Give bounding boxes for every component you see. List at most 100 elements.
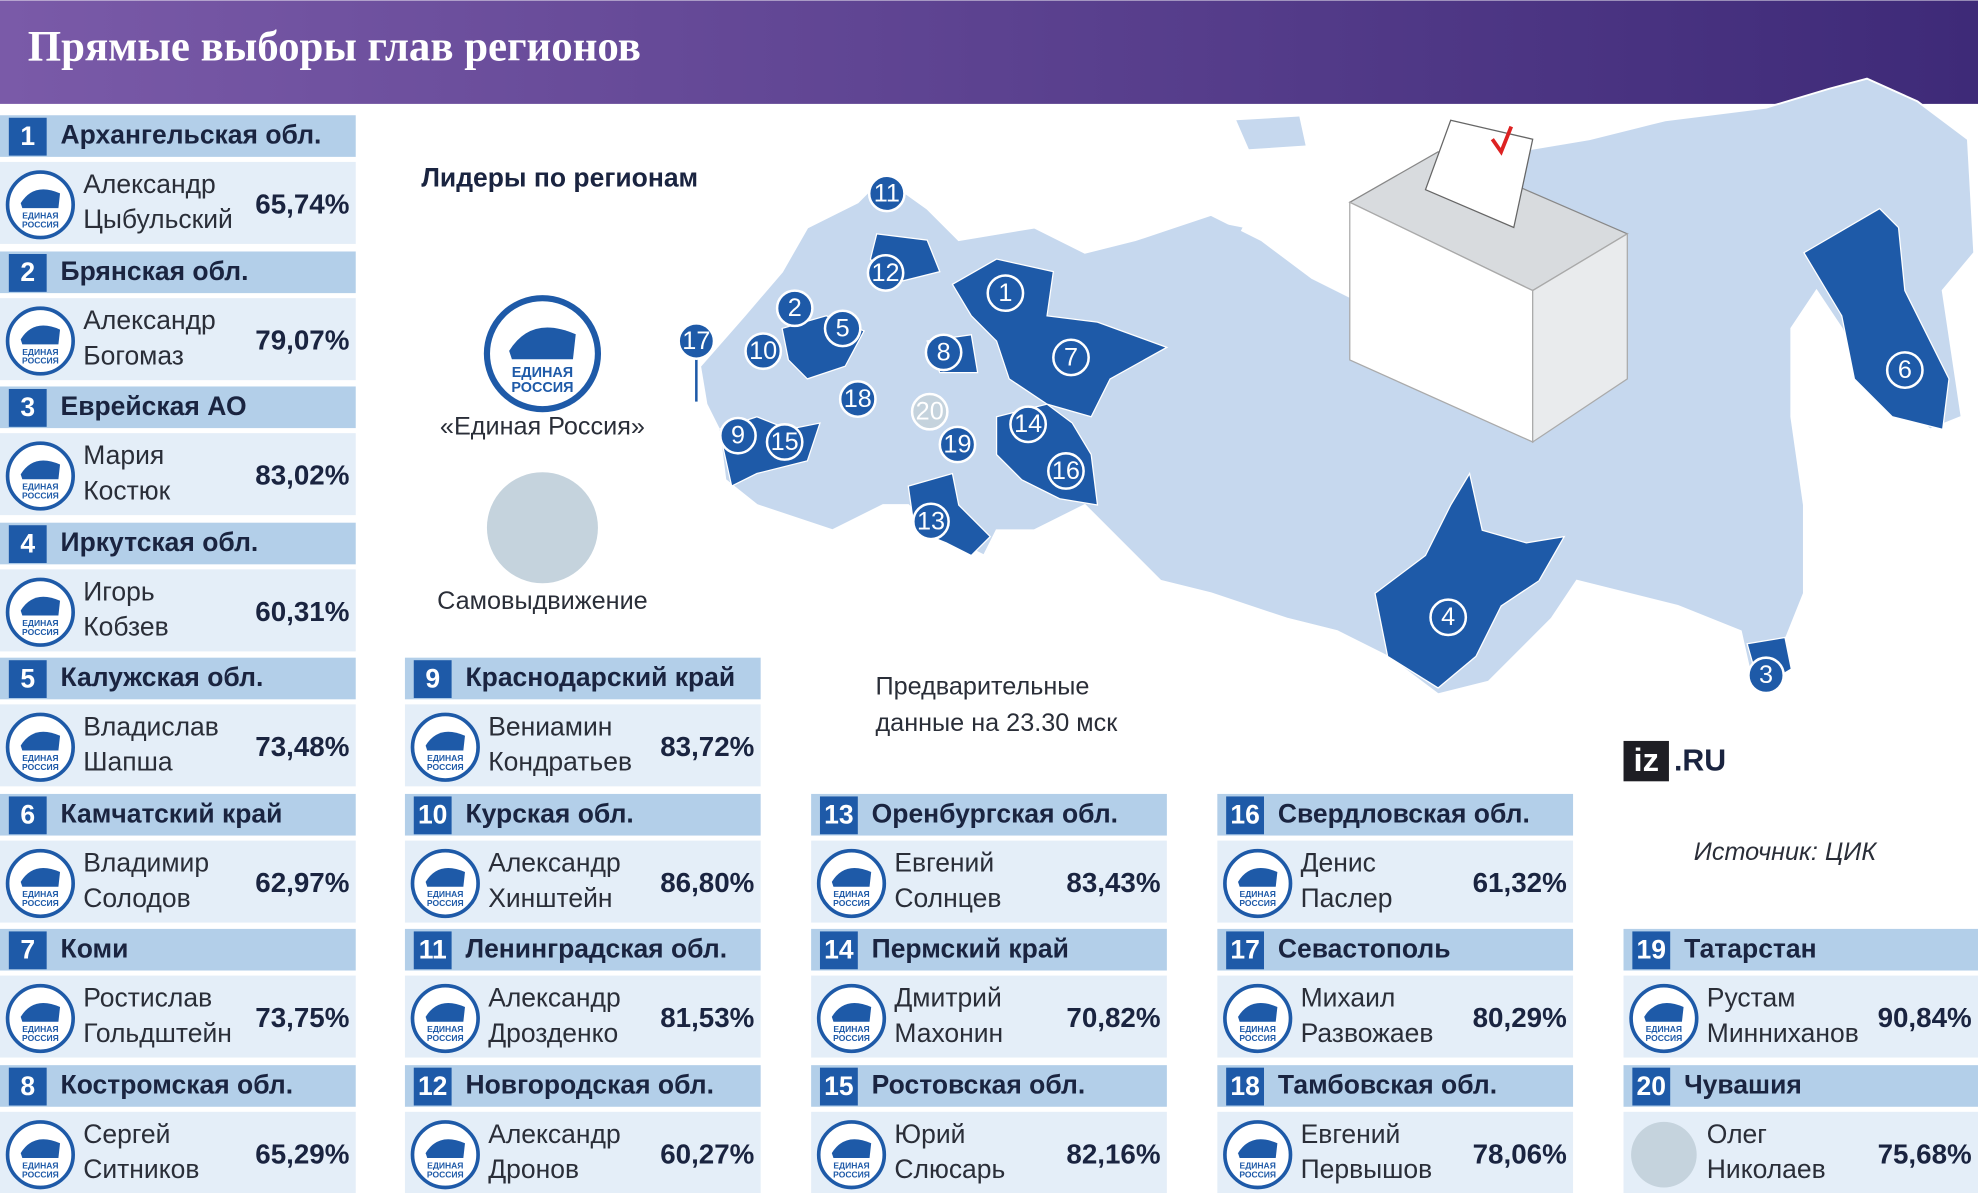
- region-number: 13: [824, 800, 853, 830]
- candidate-name: Дронов: [488, 1154, 579, 1184]
- card-header: [811, 928, 1167, 971]
- region-name: Краснодарский край: [465, 662, 735, 692]
- logo-text: РОССИЯ: [833, 1169, 870, 1179]
- card-header: [0, 522, 356, 565]
- map-number: 17: [682, 327, 710, 355]
- candidate-name: Владислав: [83, 711, 219, 741]
- logo-text: ЕДИНАЯ: [22, 211, 58, 221]
- result: 65,74%: [255, 188, 349, 219]
- result: 83,72%: [660, 731, 754, 762]
- map-marker: [838, 380, 877, 419]
- logo-emblem: [425, 731, 465, 751]
- result: 61,32%: [1473, 867, 1567, 898]
- logo-emblem: [831, 1139, 872, 1158]
- result: 60,31%: [255, 596, 349, 627]
- region-number: 6: [20, 800, 35, 830]
- logo-emblem: [1644, 1002, 1684, 1022]
- region-number: 2: [20, 257, 35, 287]
- candidate-name: Солнцев: [894, 883, 1001, 913]
- candidate-name: Дрозденко: [488, 1018, 618, 1048]
- candidate-name: Паслер: [1301, 883, 1393, 913]
- logo-emblem: [425, 867, 465, 887]
- region-cards: 1 Архангельская обл.ЕДИНАЯРОССИЯАлександр…: [0, 115, 1978, 1193]
- logo-text: РОССИЯ: [22, 627, 59, 637]
- card-header: [0, 793, 356, 836]
- map-marker: [744, 332, 783, 371]
- card-header: [0, 386, 356, 429]
- logo-emblem: [20, 325, 61, 345]
- result: 73,48%: [255, 731, 349, 762]
- map-number: 2: [788, 294, 802, 322]
- candidate-name: Первышов: [1301, 1154, 1433, 1184]
- region-number: 10: [418, 800, 447, 830]
- number-box: [8, 1067, 47, 1106]
- logo-emblem: [20, 731, 61, 751]
- logo-text: ЕДИНАЯ: [512, 365, 573, 381]
- map-number: 20: [916, 398, 944, 426]
- logo-emblem: [509, 327, 576, 360]
- result: 83,43%: [1066, 867, 1160, 898]
- candidate-name: Мария: [83, 440, 164, 470]
- map-marker: [867, 174, 906, 213]
- logo-emblem: [20, 867, 61, 887]
- number-box: [413, 931, 452, 970]
- map-marker: [866, 254, 905, 292]
- result: 82,16%: [1066, 1138, 1160, 1169]
- region-number: 11: [419, 935, 447, 965]
- map-number: 1: [998, 279, 1012, 307]
- region-name: Калужская обл.: [61, 662, 264, 692]
- number-box: [8, 525, 47, 564]
- map-marker: [912, 502, 950, 541]
- logo-text: ЕДИНАЯ: [427, 1160, 463, 1170]
- map-number: 15: [771, 428, 799, 456]
- map-number: 8: [937, 338, 951, 366]
- result: 60,27%: [660, 1138, 754, 1169]
- candidate-name: Евгений: [894, 848, 994, 878]
- candidate-name: Игорь: [83, 576, 154, 606]
- candidate-name: Александр: [83, 169, 216, 199]
- logo-emblem: [831, 1002, 872, 1022]
- card-header: [0, 657, 356, 700]
- number-box: [1226, 1067, 1265, 1106]
- candidate-name: Минниханов: [1707, 1018, 1859, 1048]
- check-mark: [1490, 125, 1514, 156]
- logo-text: ЕДИНАЯ: [22, 1024, 58, 1034]
- card-header: [404, 1065, 761, 1107]
- number-box: [413, 660, 452, 699]
- map-marker: [1052, 338, 1090, 377]
- candidate-name: Евгений: [1301, 1119, 1401, 1149]
- map-number: 16: [1052, 457, 1080, 485]
- region-number: 15: [824, 1071, 853, 1101]
- candidate-name: Денис: [1301, 848, 1376, 878]
- self-nominated-mark: [1631, 1121, 1697, 1188]
- region-name: Чувашия: [1684, 1070, 1802, 1100]
- legend-label: «Единая Россия»: [440, 413, 645, 441]
- map-number: 11: [874, 179, 900, 207]
- logo-emblem: [20, 460, 61, 480]
- result: 83,02%: [255, 460, 349, 491]
- region-name: Костромская обл.: [61, 1070, 294, 1100]
- map-marker: [938, 425, 977, 464]
- card-header: [404, 928, 761, 971]
- result: 73,75%: [255, 1002, 349, 1033]
- result: 62,97%: [255, 867, 349, 898]
- candidate-name: Александр: [83, 305, 216, 335]
- result: 75,68%: [1878, 1138, 1972, 1169]
- logo-text: РОССИЯ: [22, 762, 59, 772]
- number-box: [413, 796, 452, 835]
- number-box: [819, 1067, 858, 1106]
- map-title: Лидеры по регионам: [421, 163, 698, 193]
- number-box: [8, 660, 47, 699]
- region-name: Татарстан: [1684, 933, 1817, 963]
- region-number: 14: [824, 935, 854, 965]
- region-number: 19: [1637, 935, 1666, 965]
- map-note: данные на 23.30 мск: [875, 709, 1118, 737]
- result: 80,29%: [1473, 1002, 1567, 1033]
